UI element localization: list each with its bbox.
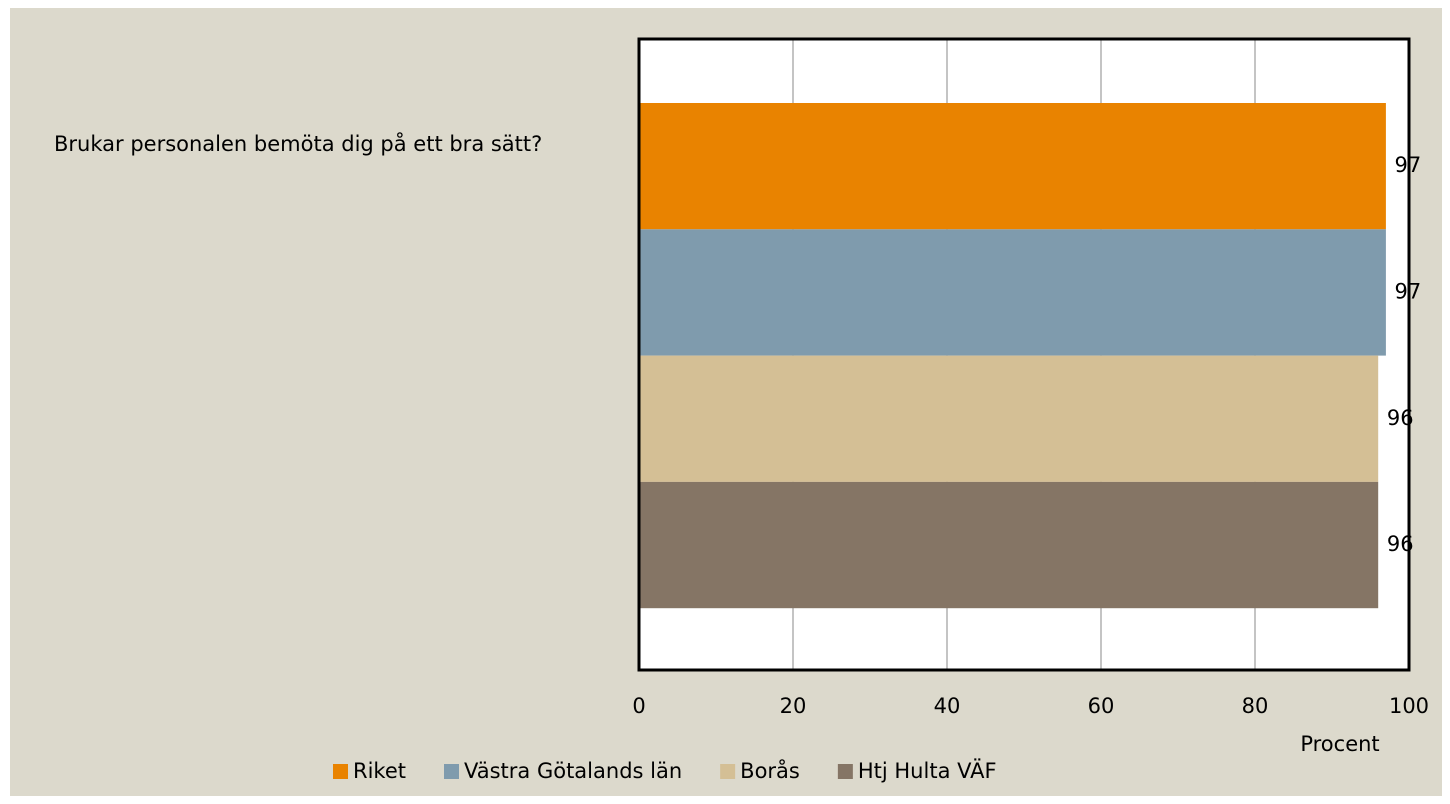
x-tick-label: 0 xyxy=(632,694,645,718)
bar xyxy=(639,103,1386,230)
value-label: 96 xyxy=(1387,532,1414,556)
legend-label: Västra Götalands län xyxy=(464,759,682,783)
legend-swatch xyxy=(444,764,459,779)
x-tick-label: 40 xyxy=(934,694,961,718)
x-tick-label: 20 xyxy=(780,694,807,718)
legend-label: Riket xyxy=(353,759,406,783)
legend-label: Borås xyxy=(740,758,800,783)
value-label: 97 xyxy=(1395,153,1422,177)
category-label: Brukar personalen bemöta dig på ett bra … xyxy=(54,132,543,156)
x-tick-label: 80 xyxy=(1242,694,1269,718)
bar xyxy=(639,481,1379,609)
plot-border xyxy=(637,37,1411,672)
value-label: 96 xyxy=(1387,406,1414,430)
legend-swatch xyxy=(333,764,348,779)
legend-swatch xyxy=(720,764,736,779)
x-axis-label: Procent xyxy=(1300,732,1379,756)
bar xyxy=(639,355,1379,482)
x-tick-label: 100 xyxy=(1389,694,1429,718)
legend-swatch xyxy=(837,764,853,779)
legend-label: Htj Hulta VÄF xyxy=(858,758,997,783)
x-tick-label: 60 xyxy=(1088,694,1115,718)
value-label: 97 xyxy=(1395,279,1422,303)
bar xyxy=(639,229,1386,356)
